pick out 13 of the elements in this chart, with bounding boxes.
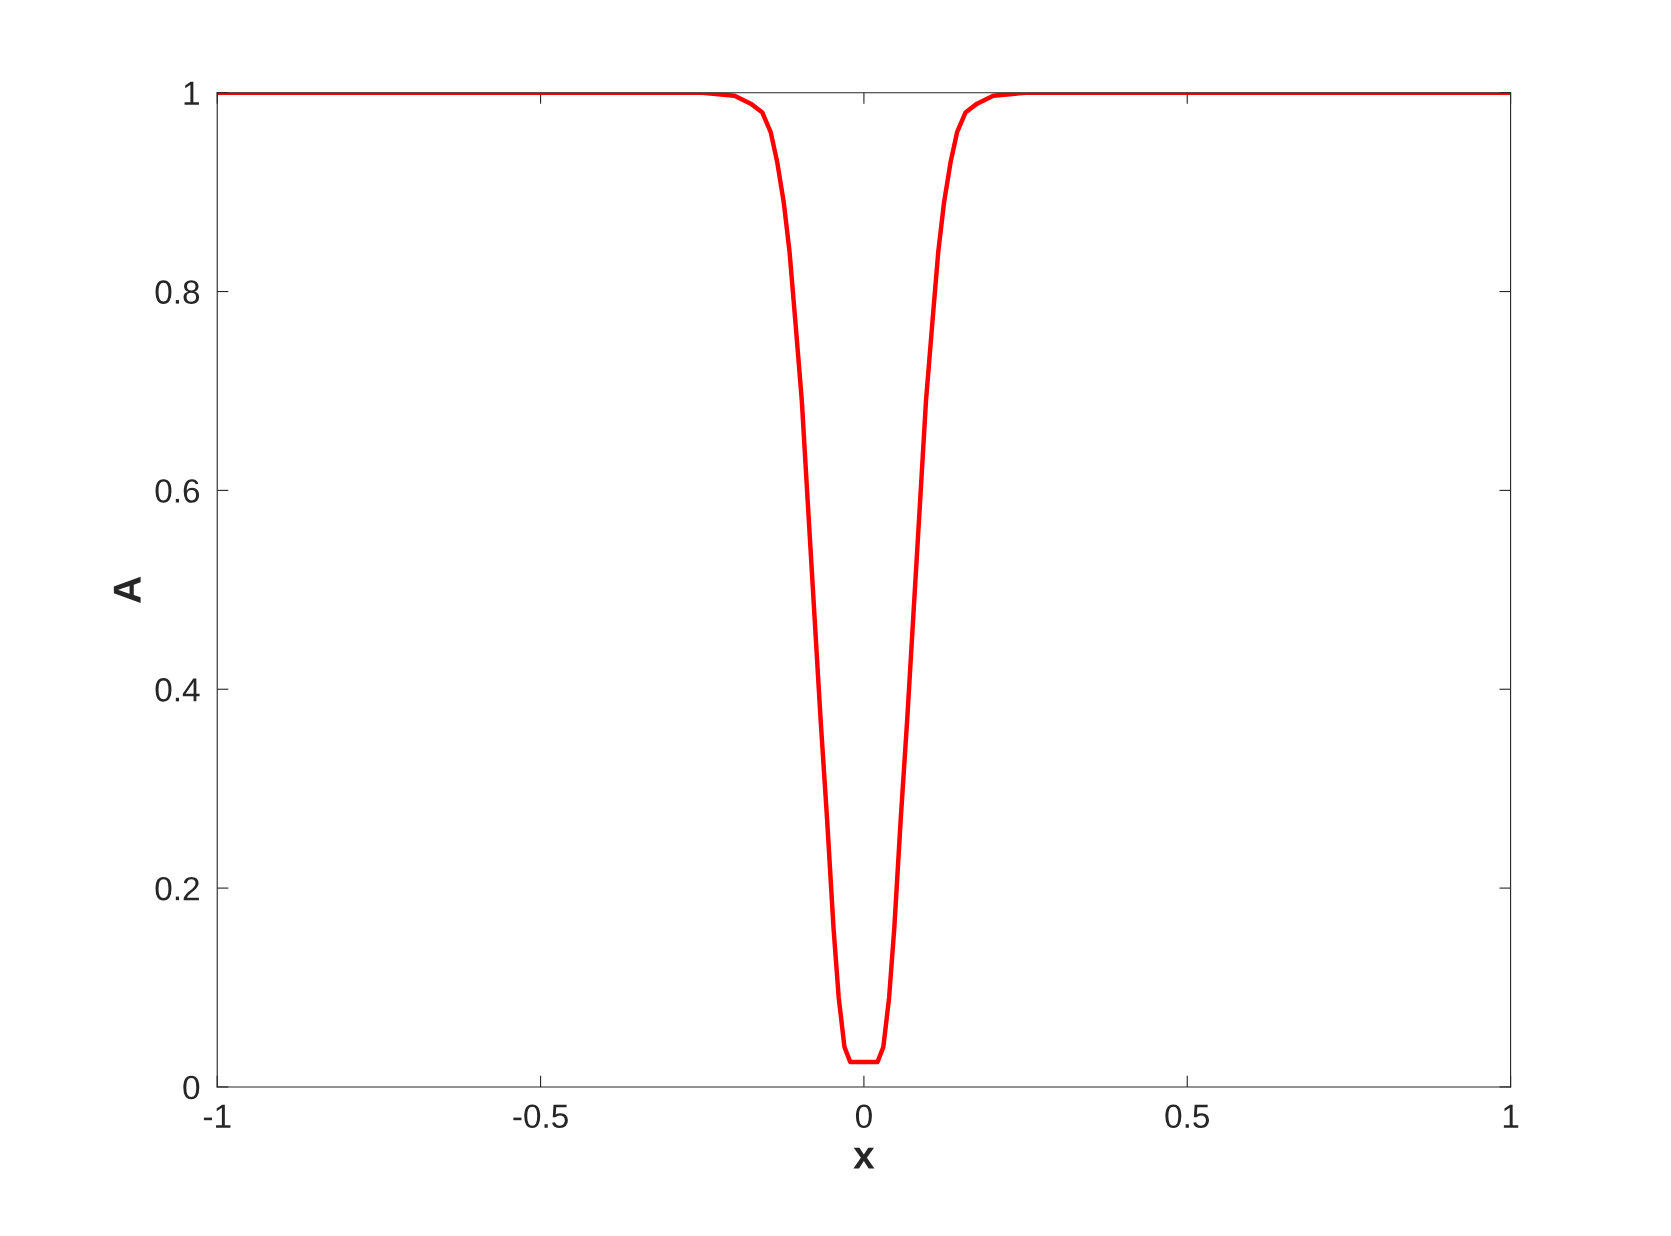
y-tick-label: 0.4 bbox=[155, 678, 200, 702]
x-tick-label: -1 bbox=[203, 1104, 231, 1128]
y-tick-label: 0.8 bbox=[155, 280, 200, 304]
y-tick-label: 0 bbox=[183, 1075, 200, 1100]
x-axis-title: x bbox=[853, 1147, 875, 1169]
y-axis-title: A bbox=[113, 576, 141, 603]
x-tick-label: 0 bbox=[855, 1104, 872, 1129]
x-tick-label: 1 bbox=[1503, 1104, 1519, 1128]
x-tick-label: 0.5 bbox=[1165, 1104, 1210, 1129]
y-tick-label: 1 bbox=[184, 81, 199, 105]
y-tick-label: 0.6 bbox=[155, 479, 200, 503]
x-tick-label: -0.5 bbox=[513, 1104, 568, 1129]
y-tick-label: 0.2 bbox=[155, 876, 199, 901]
